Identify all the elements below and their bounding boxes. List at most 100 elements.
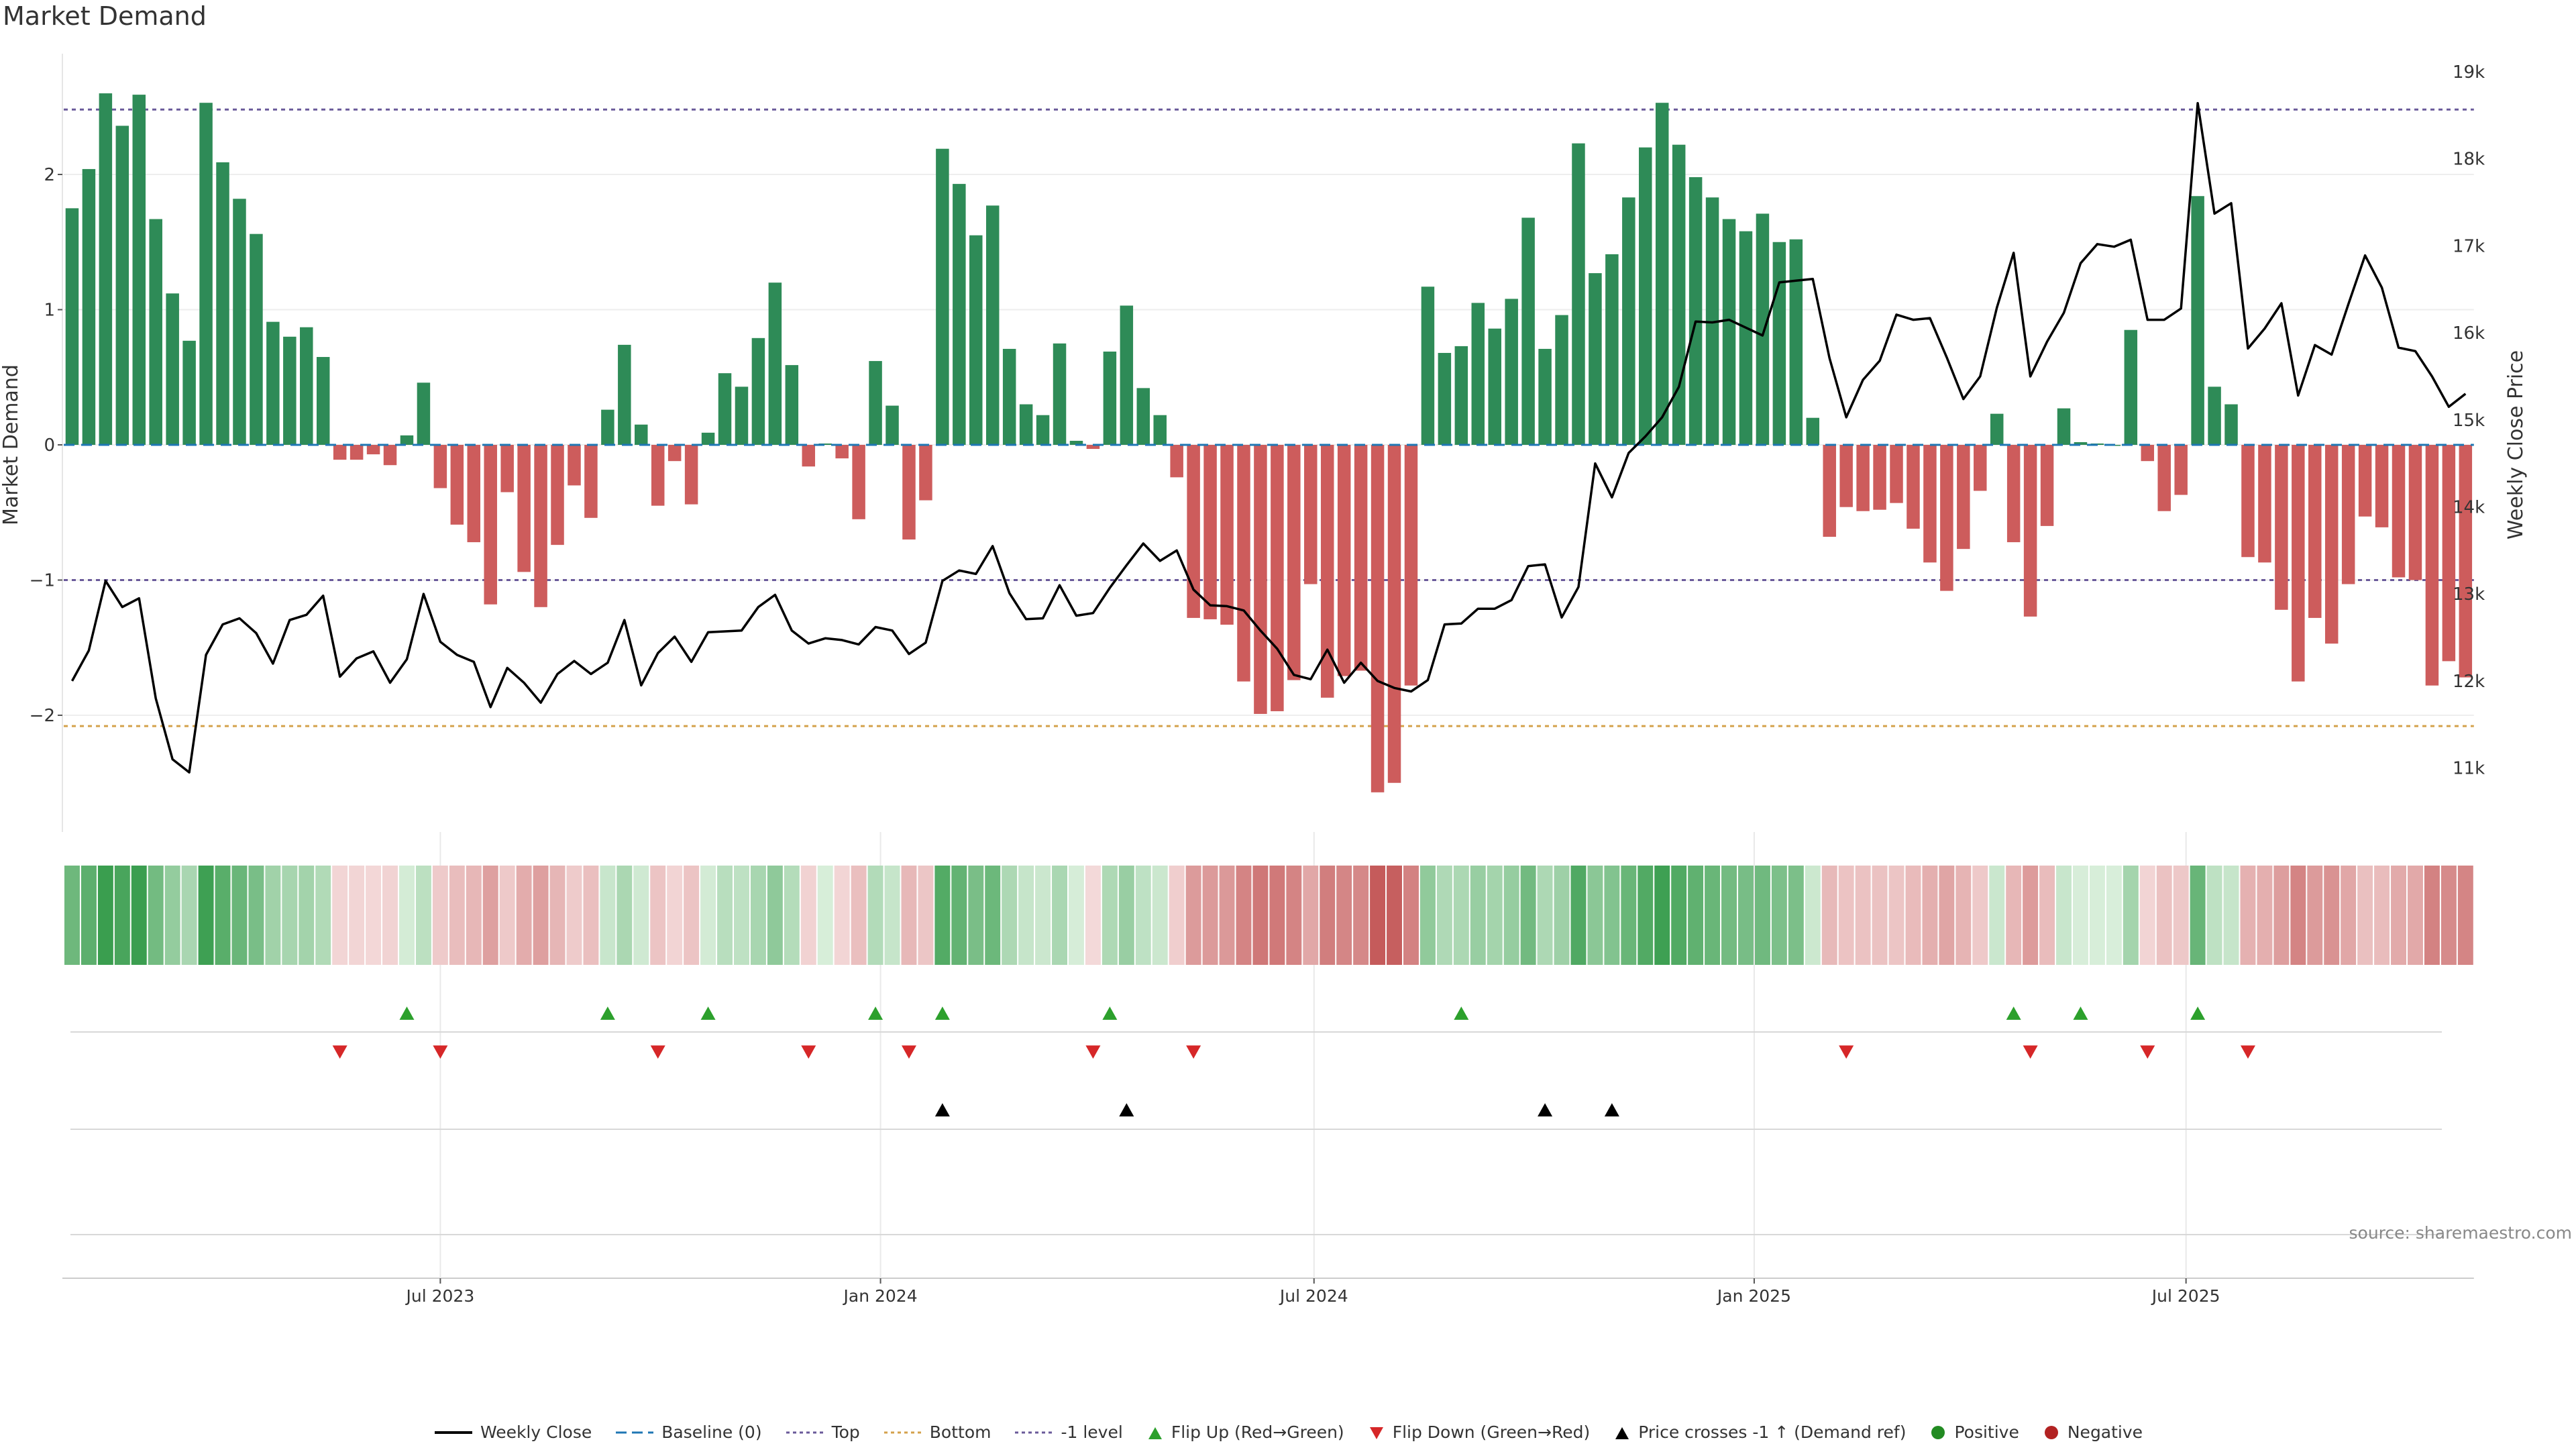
demand-bar — [115, 125, 129, 445]
flip-up-marker — [2073, 1006, 2088, 1020]
heat-cell — [1286, 866, 1302, 965]
legend-item: Top — [785, 1422, 860, 1442]
demand-bar — [2341, 445, 2355, 584]
demand-bar — [1990, 413, 2004, 445]
demand-bar — [1839, 445, 1853, 507]
demand-bar — [785, 365, 799, 445]
demand-bar — [1136, 388, 1150, 445]
demand-bar — [1220, 445, 1234, 625]
legend-marker — [1148, 1427, 1162, 1439]
demand-bar — [65, 208, 79, 445]
demand-bar — [936, 148, 949, 445]
heat-cell — [1955, 866, 1972, 965]
demand-bar — [467, 445, 481, 543]
heat-cell — [951, 866, 967, 965]
heat-cell — [2023, 866, 2039, 965]
legend-marker — [616, 1431, 654, 1433]
heat-cell — [1520, 866, 1536, 965]
demand-bar — [1271, 445, 1284, 711]
flip-down-marker — [901, 1045, 916, 1059]
demand-bar — [1404, 445, 1418, 686]
demand-bar — [316, 357, 330, 445]
demand-bar — [2157, 445, 2171, 511]
demand-bar — [2275, 445, 2288, 610]
legend-label: Price crosses -1 ↑ (Demand ref) — [1638, 1422, 1907, 1442]
heat-cell — [1353, 866, 1369, 965]
heat-cell — [1939, 866, 1955, 965]
demand-bar — [2459, 445, 2473, 678]
demand-bar — [182, 340, 196, 445]
demand-bar — [1772, 242, 1786, 445]
flip-down-marker — [650, 1045, 665, 1059]
y2-tick-label: 13k — [2453, 584, 2485, 605]
flip-up-marker — [700, 1006, 716, 1020]
legend-marker-shape — [1615, 1427, 1629, 1439]
demand-bar — [383, 445, 397, 466]
demand-bar — [2425, 445, 2439, 686]
heat-cell — [2341, 866, 2357, 965]
heat-cell — [1821, 866, 1837, 965]
demand-bar — [1756, 213, 1770, 445]
heat-cell — [985, 866, 1001, 965]
demand-bar — [2006, 445, 2021, 543]
flip-up-marker — [399, 1006, 415, 1020]
heat-cell — [2391, 866, 2406, 965]
heat-cell — [834, 866, 850, 965]
heat-cell — [482, 866, 498, 965]
heat-cell — [1888, 866, 1904, 965]
heat-cell — [2156, 866, 2172, 965]
heat-cell — [215, 866, 231, 965]
demand-bar — [1086, 445, 1100, 450]
heat-cell — [1336, 866, 1352, 965]
heat-cell — [2056, 866, 2072, 965]
heat-cell — [516, 866, 532, 965]
legend-label: -1 level — [1061, 1422, 1123, 1442]
legend-label: Flip Up (Red→Green) — [1171, 1422, 1344, 1442]
heat-cell — [734, 866, 749, 965]
y-tick-label: −1 — [30, 571, 55, 591]
legend-item: Bottom — [883, 1422, 991, 1442]
demand-bar — [333, 445, 347, 460]
heat-cell — [2240, 866, 2256, 965]
heat-cell — [415, 866, 431, 965]
heat-cell — [2089, 866, 2105, 965]
demand-bar — [2241, 445, 2255, 558]
heat-cell — [2408, 866, 2423, 965]
x-tick-label: Jan 2024 — [843, 1286, 918, 1306]
flip-up-marker — [600, 1006, 615, 1020]
source-note: source: sharemaestro.com — [2349, 1223, 2573, 1243]
heat-cell — [1419, 866, 1436, 965]
demand-bar — [1471, 303, 1485, 445]
heat-cell — [1387, 866, 1402, 965]
heat-cell — [650, 866, 666, 965]
heat-cell — [366, 866, 382, 965]
y-tick-label: −2 — [30, 706, 55, 726]
heat-cell — [80, 866, 97, 965]
heat-cell — [750, 866, 766, 965]
demand-bar — [869, 361, 882, 445]
legend-label: Baseline (0) — [661, 1422, 762, 1442]
heat-cell — [1721, 866, 1737, 965]
demand-bar — [1655, 103, 1669, 445]
heat-cell — [2424, 866, 2440, 965]
legend-marker — [786, 1431, 824, 1433]
heat-cell — [600, 866, 616, 965]
heat-cell — [1236, 866, 1252, 965]
demand-bar — [300, 327, 313, 445]
heat-cell — [114, 866, 130, 965]
demand-bar — [1639, 147, 1652, 445]
demand-bar — [1053, 343, 1067, 445]
demand-bar — [1354, 445, 1368, 671]
heat-cell — [1855, 866, 1871, 965]
demand-bar — [1789, 239, 1803, 445]
demand-bar — [667, 445, 682, 462]
heat-cell — [2190, 866, 2206, 965]
heat-cell — [1152, 866, 1168, 965]
demand-bar — [1488, 328, 1501, 445]
heat-cell — [918, 866, 934, 965]
demand-bar — [433, 445, 447, 488]
heat-cell — [1503, 866, 1519, 965]
heat-cell — [901, 866, 917, 965]
demand-bar — [2124, 329, 2138, 445]
